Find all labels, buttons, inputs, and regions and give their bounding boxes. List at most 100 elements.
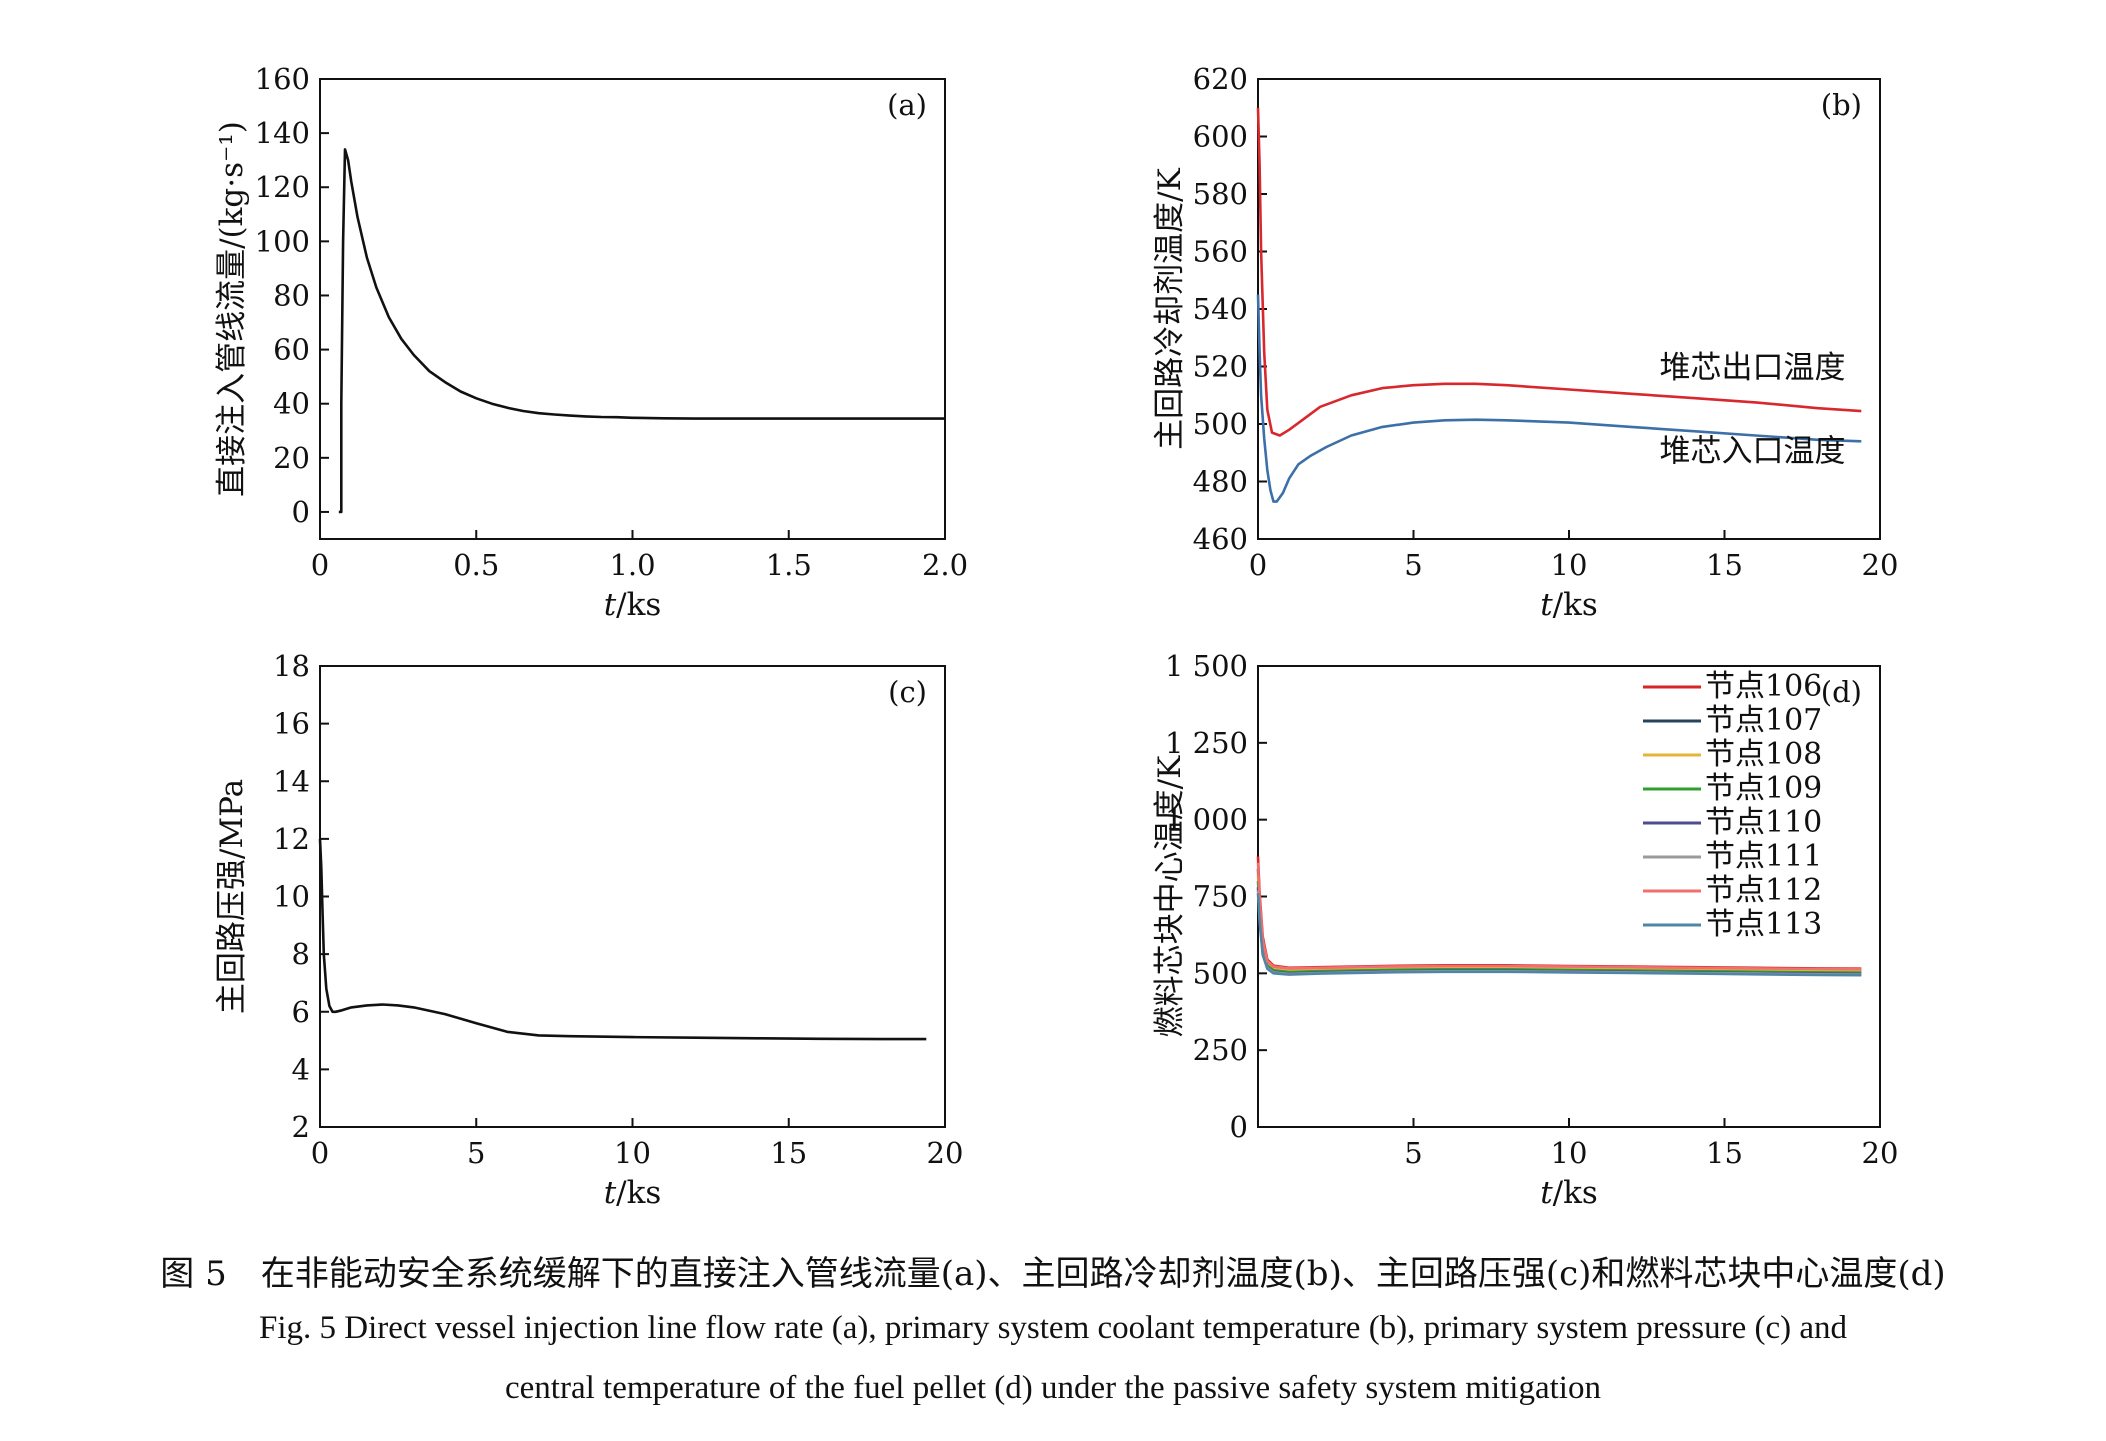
chart-panel-b: 0 5 10 15 20 460 480 500 520 540 560 580 600 620 t/ks 主… (1152, 62, 1898, 623)
series-line-1 (1256, 107, 1862, 437)
y-tick-label: 500 (1193, 407, 1248, 441)
series-group (338, 148, 945, 514)
series-line-8 (1256, 893, 1862, 977)
x-axis-label-unit: /ks (1553, 587, 1598, 623)
x-axis-label: t/ks (604, 587, 662, 623)
y-tick-label: 6 (292, 995, 310, 1029)
x-axis-label-variable: t (1540, 1175, 1553, 1211)
x-tick-label: 15 (1706, 1136, 1743, 1170)
legend-entry: 节点108 (1705, 737, 1822, 772)
y-tick-label: 600 (1193, 120, 1248, 154)
legend-entry: 节点111 (1705, 839, 1822, 874)
y-tick-label: 520 (1193, 350, 1248, 384)
y-tick-label: 40 (273, 387, 310, 421)
panel-label: (b) (1821, 88, 1862, 122)
x-tick-label: 5 (467, 1136, 485, 1170)
y-tick-label: 80 (273, 278, 310, 312)
caption-chinese: 图 5 在非能动安全系统缓解下的直接注入管线流量(a)、主回路冷却剂温度(b)、… (160, 1254, 1946, 1294)
legend-entry: 节点110 (1705, 805, 1822, 840)
x-tick-label: 15 (770, 1136, 807, 1170)
x-axis-label: t/ks (1540, 1175, 1598, 1211)
y-tick-label: 0 (292, 495, 310, 529)
x-axis-label-variable: t (604, 1175, 617, 1211)
y-tick-label: 8 (292, 937, 310, 971)
y-tick-label: 250 (1193, 1033, 1248, 1067)
x-axis-label-variable: t (604, 587, 617, 623)
x-tick-label: 20 (1862, 548, 1899, 582)
series-annotation: 堆芯出口温度 (1659, 350, 1845, 386)
x-axis-label-unit: /ks (616, 587, 661, 623)
legend-entry: 节点109 (1705, 771, 1822, 806)
panel-label: (a) (887, 88, 927, 122)
x-tick-label: 10 (614, 1136, 651, 1170)
legend-entry: 节点106 (1705, 669, 1822, 704)
y-axis-label: 主回路压强/MPa (214, 779, 250, 1014)
y-tick-label: 10 (273, 880, 310, 914)
y-tick-label: 12 (273, 822, 310, 856)
x-tick-label: 0.5 (453, 548, 499, 582)
y-tick-label: 1 000 (1165, 803, 1248, 837)
series-line-1 (338, 148, 945, 514)
y-tick-label: 100 (255, 224, 310, 258)
x-axis-label-unit: /ks (1553, 1175, 1598, 1211)
y-tick-label: 1 500 (1165, 649, 1248, 683)
y-axis-label: 燃料芯块中心温度/K (1152, 755, 1188, 1037)
y-tick-label: 750 (1193, 880, 1248, 914)
y-tick-label: 480 (1193, 465, 1248, 499)
series-line-7 (1256, 862, 1862, 971)
x-axis-label: t/ks (1540, 587, 1598, 623)
series-group (1256, 856, 1862, 977)
y-tick-label: 18 (273, 649, 310, 683)
x-tick-label: 1.0 (609, 548, 655, 582)
x-tick-label: 0 (1249, 548, 1267, 582)
x-tick-label: 20 (1862, 1136, 1899, 1170)
x-tick-label: 5 (1404, 548, 1422, 582)
y-axis-label: 主回路冷却剂温度/K (1152, 167, 1188, 449)
chart-panel-a: 0 0.5 1.0 1.5 2.0 0 20 40 60 80 100 120 140 160 t/ks 直接… (214, 62, 968, 623)
panel-label: (d) (1821, 675, 1862, 709)
y-tick-label: 4 (292, 1052, 310, 1086)
x-axis-label-variable: t (1540, 587, 1553, 623)
plot-frame (319, 78, 946, 540)
y-tick-label: 1 250 (1165, 726, 1248, 760)
y-tick-label: 560 (1193, 235, 1248, 269)
y-tick-label: 580 (1193, 177, 1248, 211)
x-tick-label: 2.0 (922, 548, 968, 582)
x-tick-label: 0 (311, 1136, 329, 1170)
series-annotation: 堆芯入口温度 (1659, 433, 1845, 469)
x-tick-label: 1.5 (766, 548, 812, 582)
x-tick-label: 5 (1404, 1136, 1422, 1170)
legend-entry: 节点107 (1705, 703, 1822, 738)
y-tick-label: 500 (1193, 956, 1248, 990)
series-group (318, 838, 927, 1041)
y-tick-label: 620 (1193, 62, 1248, 96)
caption-english-line-2: central temperature of the fuel pellet (… (505, 1370, 1601, 1406)
y-tick-label: 2 (292, 1110, 310, 1144)
y-tick-label: 120 (255, 170, 310, 204)
y-tick-label: 140 (255, 116, 310, 150)
plot-frame (319, 665, 946, 1128)
caption-english-line-1: Fig. 5 Direct vessel injection line flow… (258, 1310, 1848, 1346)
x-tick-label: 15 (1706, 548, 1743, 582)
y-tick-label: 160 (255, 62, 310, 96)
legend-entry: 节点113 (1705, 907, 1822, 942)
x-axis-label: t/ks (604, 1175, 662, 1211)
x-tick-label: 10 (1551, 1136, 1588, 1170)
y-tick-label: 16 (273, 707, 310, 741)
chart-panel-c: 0 5 10 15 20 2 4 6 8 10 12 14 16 18 t/ks 主回路压强/MPa (c) (214, 649, 963, 1211)
y-tick-label: 460 (1193, 522, 1248, 556)
y-tick-label: 60 (273, 333, 310, 367)
y-tick-label: 20 (273, 441, 310, 475)
panel-label: (c) (888, 675, 927, 709)
series-line-2 (1256, 294, 1862, 503)
x-tick-label: 0 (311, 548, 329, 582)
legend-entry: 节点112 (1705, 873, 1822, 908)
chart-panel-d: 5 10 15 20 0 250 500 750 1 000 1 250 1 500 t/ks 燃料芯块… (1152, 649, 1898, 1211)
plot-frame (1257, 78, 1881, 540)
x-axis-label-unit: /ks (616, 1175, 661, 1211)
x-tick-label: 20 (927, 1136, 964, 1170)
y-tick-label: 14 (273, 764, 310, 798)
series-group (1256, 107, 1862, 503)
